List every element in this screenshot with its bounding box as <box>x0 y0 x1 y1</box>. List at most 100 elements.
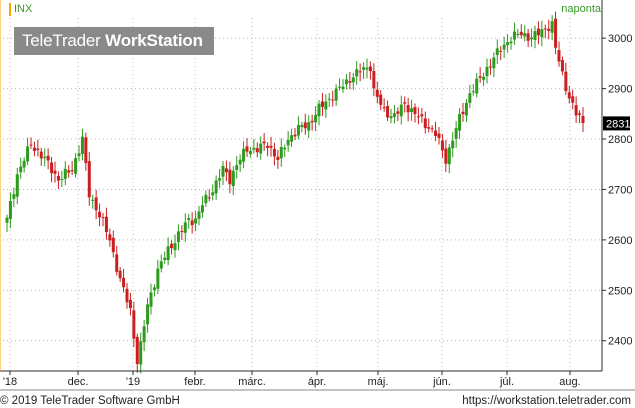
candle-body <box>187 218 191 220</box>
candle-body <box>12 194 16 199</box>
candle-body <box>334 88 338 101</box>
candle <box>317 99 321 126</box>
x-tick-label: aug. <box>559 376 580 388</box>
candle <box>224 160 228 182</box>
candle-body <box>379 94 383 105</box>
candle <box>389 108 393 124</box>
candle <box>135 333 139 373</box>
candle-body <box>190 220 194 226</box>
candle-body <box>74 158 78 174</box>
candle <box>526 28 530 48</box>
candle-body <box>293 134 297 137</box>
website-link[interactable]: https://workstation.teletrader.com <box>462 395 631 407</box>
candle-body <box>283 147 287 150</box>
candle <box>392 104 396 124</box>
candle <box>159 254 163 273</box>
candle-body <box>135 336 139 364</box>
candle-body <box>87 161 91 198</box>
candle-body <box>338 86 342 88</box>
candle-body <box>454 128 458 139</box>
candle-body <box>262 141 266 144</box>
candle-body <box>128 299 132 308</box>
candle <box>557 41 561 67</box>
candle-body <box>245 146 249 152</box>
candle <box>444 139 448 173</box>
candle <box>108 228 112 247</box>
candle-body <box>19 166 23 173</box>
candle-body <box>471 91 475 93</box>
candle-body <box>170 243 174 249</box>
candle <box>170 240 174 255</box>
candle-body <box>207 197 211 199</box>
symbol-label[interactable]: INX <box>9 3 32 16</box>
candle <box>149 283 153 315</box>
candle-body <box>39 151 43 159</box>
candle-body <box>32 147 36 152</box>
candle <box>173 234 177 258</box>
candle <box>218 169 222 189</box>
candle <box>32 141 36 157</box>
candle <box>516 28 520 38</box>
candle <box>53 161 57 183</box>
candle-body <box>458 114 462 131</box>
y-tick-label: 2600 <box>608 235 632 247</box>
candle <box>228 161 232 194</box>
candle-body <box>46 155 50 161</box>
candle <box>509 36 513 50</box>
candle <box>358 63 362 82</box>
candle <box>26 137 30 166</box>
candle-body <box>416 116 420 118</box>
candle <box>125 282 129 309</box>
candle <box>5 214 9 232</box>
candle-body <box>242 148 246 162</box>
candle <box>211 184 215 201</box>
candle <box>547 19 551 40</box>
candle-body <box>259 143 263 154</box>
candle <box>303 113 307 135</box>
candle-body <box>410 108 414 112</box>
candle-body <box>60 178 64 180</box>
candle <box>115 245 119 276</box>
candle <box>63 161 67 186</box>
candle-body <box>502 44 506 50</box>
candle-body <box>557 50 561 62</box>
axis-layer: 2400 2500 2600 2700 2800 2900 3000 '18 dec. '19 fe… <box>0 0 635 391</box>
candle <box>338 78 342 91</box>
candle <box>413 103 417 123</box>
candle-body <box>43 156 47 159</box>
candle <box>461 102 465 122</box>
candle <box>471 83 475 96</box>
candle <box>19 157 23 179</box>
candle-body <box>180 230 184 232</box>
candle-body <box>94 197 98 211</box>
candle <box>132 301 136 348</box>
candle-body <box>122 277 126 288</box>
candle-body <box>15 174 19 197</box>
candle-body <box>358 71 362 73</box>
candle-body <box>166 246 170 261</box>
candle <box>382 98 386 112</box>
period-label[interactable]: naponta <box>561 3 601 15</box>
candle <box>420 107 424 123</box>
candle-body <box>375 89 379 97</box>
x-tick-label: máj. <box>368 376 389 388</box>
y-tick-label: 2900 <box>608 84 632 96</box>
x-tick-label: febr. <box>184 376 205 388</box>
candle-body <box>550 21 554 33</box>
candle-body <box>214 180 218 194</box>
candle <box>166 237 170 266</box>
candle-body <box>368 66 372 72</box>
candle-body <box>519 31 523 36</box>
candle-body <box>413 107 417 115</box>
candle-body <box>533 31 537 40</box>
candle <box>190 212 194 234</box>
candle-body <box>248 151 252 155</box>
last-value-label: 2831 <box>606 118 630 130</box>
candle-body <box>303 122 307 129</box>
candle <box>464 99 468 123</box>
candle-body <box>386 105 390 118</box>
x-tick-label: '18 <box>3 376 17 388</box>
candle <box>197 205 201 226</box>
y-tick-label: 2800 <box>608 134 632 146</box>
candle <box>406 97 410 122</box>
